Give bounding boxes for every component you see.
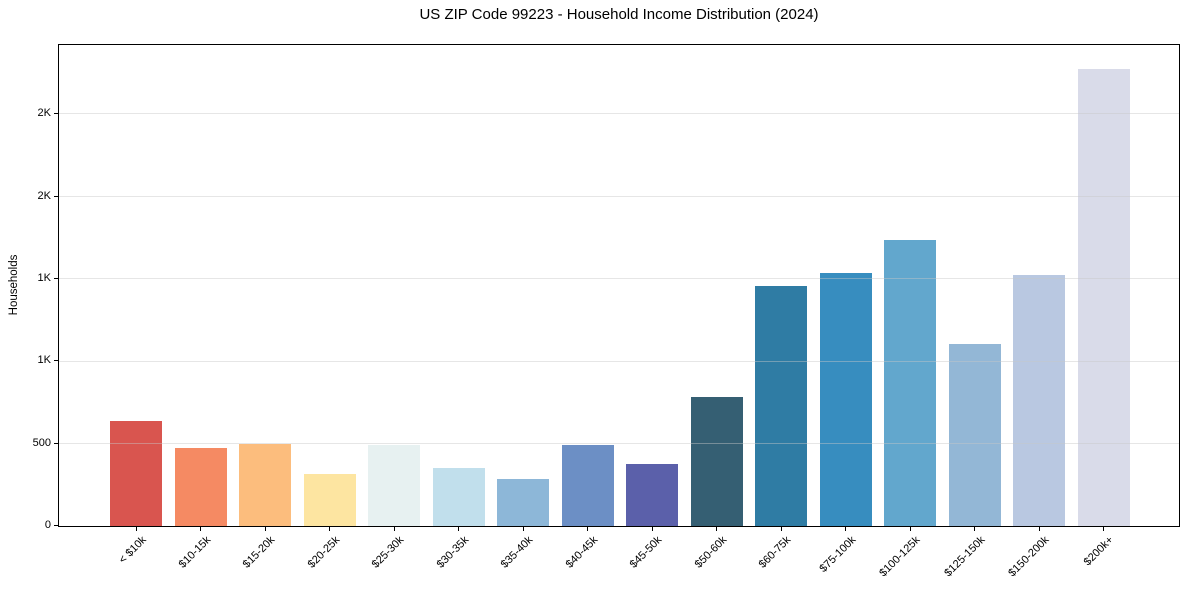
bar-200k+ [1077,68,1130,526]
x-tick-label: $150-200k [1006,534,1052,580]
x-tick-mark [329,527,331,531]
bar-75-100k [819,272,872,526]
x-tick-mark [1038,527,1040,531]
bar-125-150k [948,343,1001,526]
y-tick-mark [54,442,58,444]
y-tick-mark [54,277,58,280]
bar-30-35k [432,467,485,526]
bar-35-40k [497,479,549,526]
x-tick-mark [458,527,460,531]
x-tick-label: < $10k [116,534,149,567]
y-tick-mark [54,195,58,197]
x-tick-label: $25-30k [370,534,407,571]
x-tick-label: $30-35k [434,534,472,571]
x-tick-label: $200k+ [1081,534,1117,569]
x-tick-label: $35-40k [499,534,536,571]
x-tick-mark [845,527,847,531]
bar-150-200k [1013,275,1065,526]
x-tick-mark [264,527,266,531]
y-tick-mark [54,525,58,527]
x-tick-label: $125-150k [941,534,988,580]
y-tick-mark [54,360,58,362]
bar-15-20k [239,444,291,526]
gridline [59,113,1179,115]
x-tick-mark [974,527,976,531]
x-tick-mark [587,527,589,531]
y-tick-label: 0 [44,519,51,532]
y-tick-mark [54,113,58,115]
gridline [59,443,1179,445]
bar-20-25k [303,474,356,526]
bar-45-50k [626,464,678,526]
x-tick-mark [522,527,524,531]
x-tick-mark [393,527,395,531]
bar-40-45k [561,445,614,526]
gridline [59,360,1179,362]
x-tick-mark [1103,527,1105,531]
y-tick-label: 500 [32,436,51,449]
gridline [59,195,1179,197]
bar-100-125k [884,239,936,526]
x-tick-mark [135,527,137,531]
bar-25-30k [368,445,420,526]
bar-60-75k [755,286,807,526]
x-tick-mark [716,527,718,531]
x-tick-label: $20-25k [305,534,343,571]
x-tick-label: $60-75k [757,534,794,571]
x-tick-mark [200,527,202,531]
x-tick-label: $50-60k [692,534,730,571]
y-axis-label: Households [8,254,20,316]
gridline [59,278,1179,280]
x-tick-label: $10-15k [176,534,214,571]
x-tick-label: $40-45k [563,534,601,571]
y-tick-label: 2K [37,189,51,202]
bar-10k [110,421,162,526]
bar-10-15k [174,447,227,526]
x-tick-mark [909,527,911,531]
x-tick-label: $45-50k [628,534,665,571]
bar-50-60k [690,396,743,526]
chart-title: US ZIP Code 99223 - Household Income Dis… [419,6,819,23]
x-tick-mark [651,527,653,531]
x-tick-mark [780,527,782,531]
x-tick-label: $15-20k [241,534,278,571]
y-tick-label: 2K [37,107,51,120]
y-tick-label: 1K [37,354,51,367]
y-tick-label: 1K [37,272,51,284]
x-tick-label: $100-125k [877,534,923,580]
plot-area [58,44,1180,527]
x-tick-label: $75-100k [817,534,859,575]
